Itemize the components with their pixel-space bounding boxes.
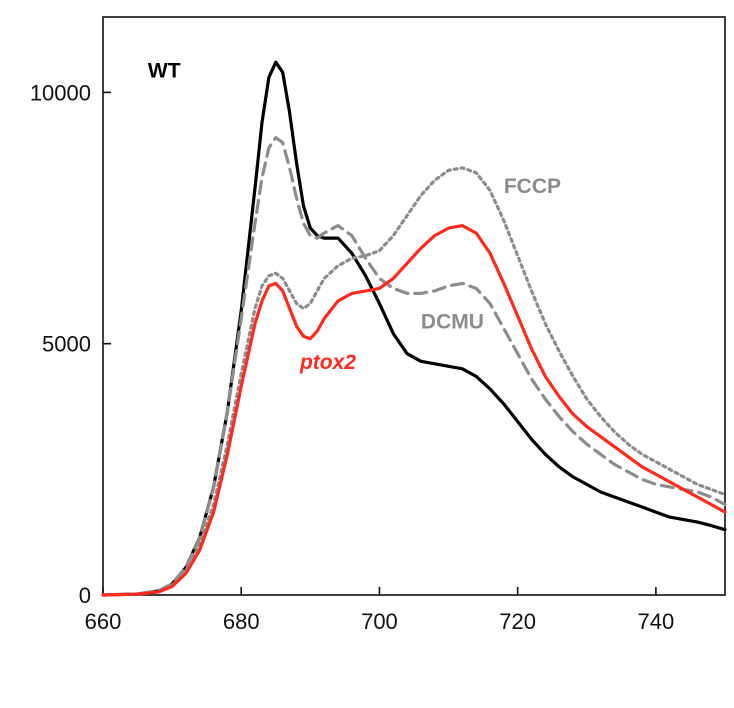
x-axis: 660 680 700 720 740	[85, 587, 675, 634]
y-tick-label: 5000	[42, 332, 91, 357]
series-line-dcmu	[101, 136, 727, 597]
annotation-dcmu: DCMU	[421, 311, 484, 334]
annotation-wt: WT	[148, 59, 181, 82]
annotation-ptox2: ptox2	[299, 351, 356, 374]
series-line-fccp	[101, 166, 727, 597]
series-line-ptox2	[101, 224, 727, 597]
y-tick-label: 10000	[30, 80, 91, 105]
x-tick-label: 680	[223, 609, 260, 634]
annotation-layer: WT FCCP DCMU ptox2	[148, 59, 561, 374]
y-axis: 0 5000 10000	[30, 80, 111, 608]
plot-area-frame	[102, 16, 726, 596]
series-layer	[101, 60, 727, 597]
annotation-fccp: FCCP	[504, 175, 561, 198]
x-tick-label: 720	[499, 609, 536, 634]
x-tick-label: 740	[638, 609, 675, 634]
plot-frame	[102, 16, 726, 596]
x-tick-label: 660	[85, 609, 122, 634]
series-line-wt	[101, 60, 727, 597]
x-tick-label: 700	[361, 609, 398, 634]
y-tick-label: 0	[79, 583, 91, 608]
